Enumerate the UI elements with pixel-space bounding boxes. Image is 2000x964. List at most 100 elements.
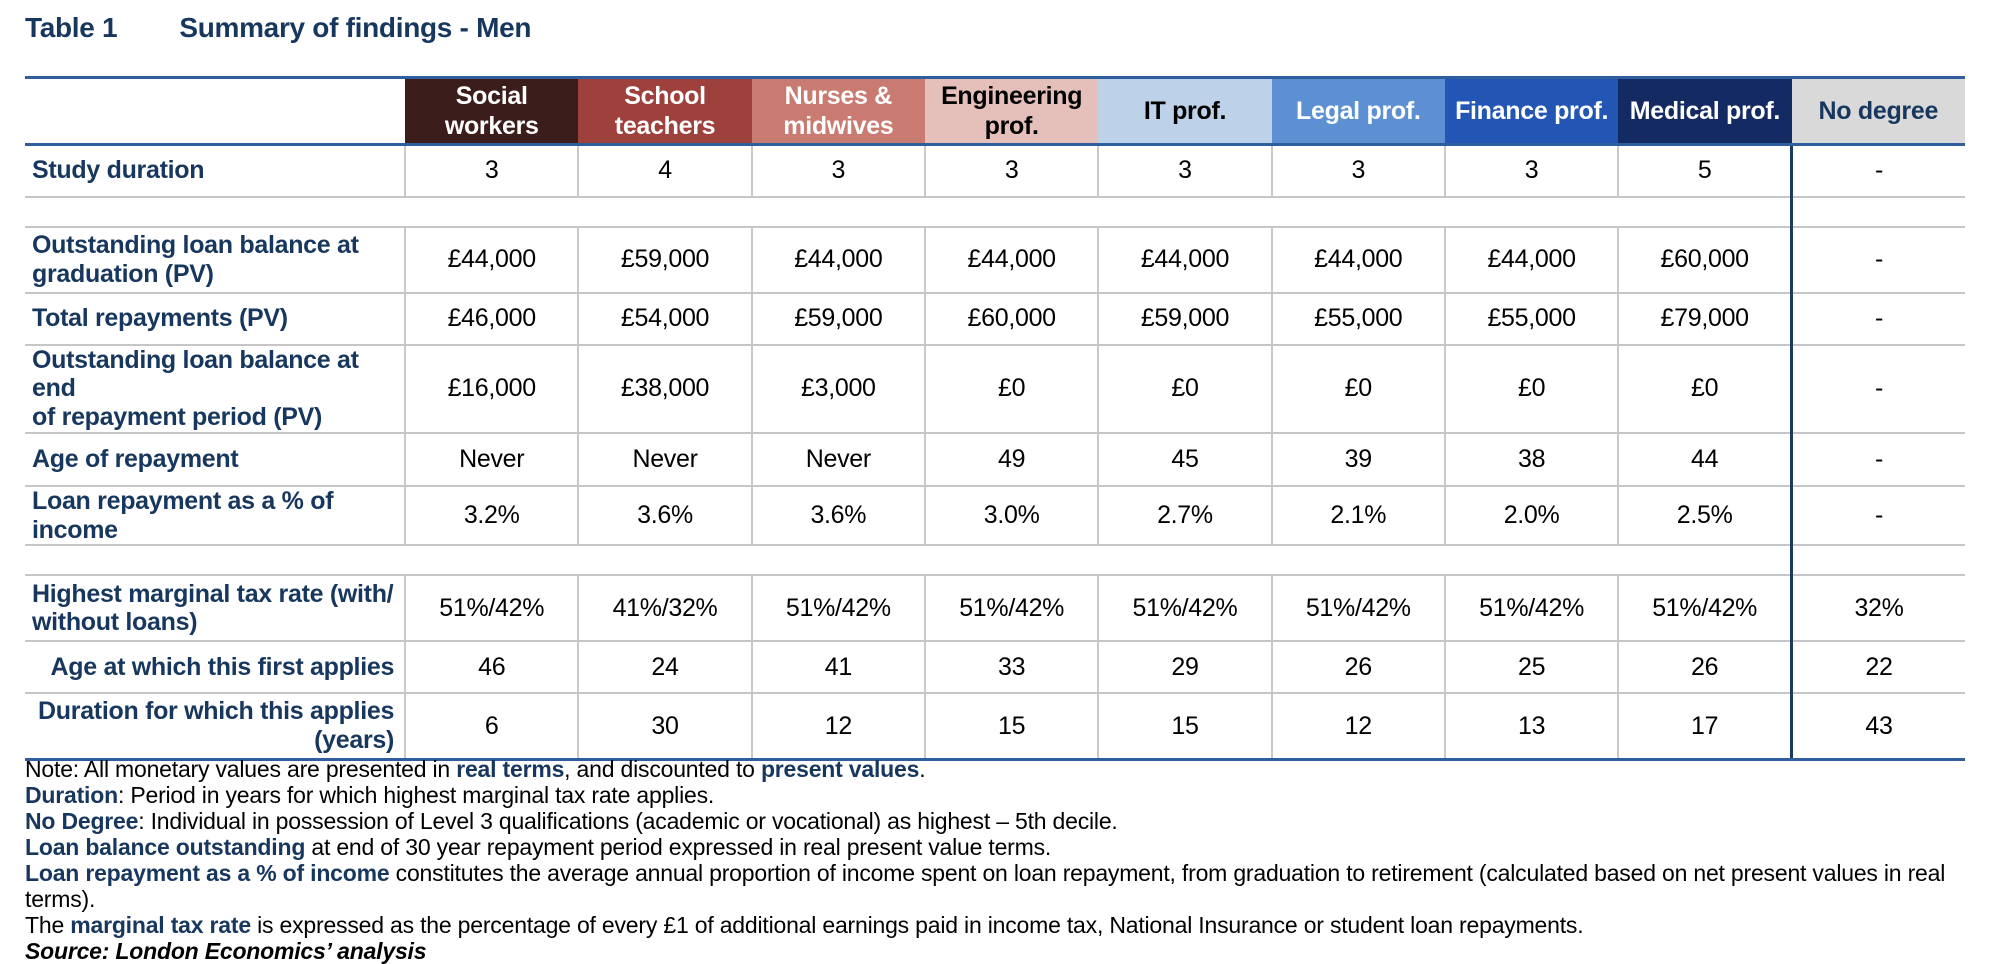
cell: 26 bbox=[1617, 641, 1792, 695]
summary-table: Social workers School teachers Nurses & mi… bbox=[25, 76, 1965, 761]
note-segment: Duration bbox=[25, 782, 118, 808]
row-label: Duration for which this applies (years) bbox=[25, 693, 406, 761]
cell: 41%/32% bbox=[577, 575, 752, 643]
cell: £44,000 bbox=[1270, 226, 1445, 294]
header-corner-cell bbox=[25, 76, 406, 146]
cell: £44,000 bbox=[1097, 226, 1272, 294]
cell: 3.2% bbox=[404, 485, 579, 547]
note-line: Duration: Period in years for which high… bbox=[25, 782, 1955, 808]
cell: 33 bbox=[923, 641, 1099, 695]
column-header: Engineering prof. bbox=[925, 76, 1099, 146]
cell: 51%/42% bbox=[1097, 575, 1272, 643]
cell: 3.6% bbox=[750, 485, 925, 547]
cell: 51%/42% bbox=[923, 575, 1099, 643]
cell: 26 bbox=[1270, 641, 1445, 695]
cell: 22 bbox=[1790, 641, 1965, 695]
cell: 17 bbox=[1617, 693, 1792, 761]
note-segment: Note: All monetary values are presented … bbox=[25, 756, 457, 782]
cell: £44,000 bbox=[1443, 226, 1619, 294]
row-label: Total repayments (PV) bbox=[25, 292, 406, 346]
note-segment: Loan repayment as a % of income bbox=[25, 860, 390, 886]
cell: 29 bbox=[1097, 641, 1272, 695]
table-row: Total repayments (PV) £46,000 £54,000 £59,0… bbox=[25, 292, 1965, 346]
cell: 5 bbox=[1617, 144, 1792, 198]
spacer-cell-no-degree bbox=[1790, 196, 1965, 228]
table-number: Table 1 bbox=[25, 12, 118, 43]
note-segment: Source: London Economics’ analysis bbox=[25, 938, 427, 964]
cell: £60,000 bbox=[1617, 226, 1792, 294]
report-page: Table 1 Summary of findings - Men Social… bbox=[25, 12, 1965, 964]
note-line: Note: All monetary values are presented … bbox=[25, 756, 1955, 782]
table-row: Outstanding loan balance at end of repay… bbox=[25, 344, 1965, 434]
table-subtitle: Summary of findings - Men bbox=[179, 12, 532, 43]
cell: £0 bbox=[1097, 344, 1272, 434]
cell: Never bbox=[404, 432, 579, 487]
row-label: Loan repayment as a % of income bbox=[25, 485, 406, 547]
cell: £44,000 bbox=[404, 226, 579, 294]
cell: 4 bbox=[577, 144, 752, 198]
cell: 44 bbox=[1617, 432, 1792, 487]
spacer-cell bbox=[25, 545, 1792, 577]
cell: 45 bbox=[1097, 432, 1272, 487]
cell: 3.6% bbox=[577, 485, 752, 547]
cell: £0 bbox=[923, 344, 1099, 434]
row-label: Age at which this first applies bbox=[25, 641, 406, 695]
cell: 39 bbox=[1270, 432, 1445, 487]
cell: £54,000 bbox=[577, 292, 752, 346]
cell: 51%/42% bbox=[750, 575, 925, 643]
cell: £59,000 bbox=[750, 292, 925, 346]
cell: - bbox=[1790, 226, 1965, 294]
cell: 24 bbox=[577, 641, 752, 695]
cell: 3 bbox=[923, 144, 1099, 198]
cell: £3,000 bbox=[750, 344, 925, 434]
cell: - bbox=[1790, 144, 1965, 198]
spacer-row bbox=[25, 545, 1965, 577]
table-header: Social workers School teachers Nurses & mi… bbox=[25, 76, 1965, 146]
cell: 2.7% bbox=[1097, 485, 1272, 547]
cell: £59,000 bbox=[577, 226, 752, 294]
cell: 3 bbox=[1443, 144, 1619, 198]
note-line: Loan repayment as a % of income constitu… bbox=[25, 860, 1955, 912]
cell: 46 bbox=[404, 641, 579, 695]
note-segment: present values bbox=[760, 756, 920, 782]
spacer-cell-no-degree bbox=[1790, 545, 1965, 577]
table-title: Table 1 Summary of findings - Men bbox=[25, 12, 531, 44]
cell: £46,000 bbox=[404, 292, 579, 346]
note-segment: Loan balance outstanding bbox=[25, 834, 306, 860]
table-row: Highest marginal tax rate (with/ without… bbox=[25, 575, 1965, 643]
cell: 13 bbox=[1443, 693, 1619, 761]
column-header: Social workers bbox=[405, 76, 579, 146]
cell: 32% bbox=[1790, 575, 1965, 643]
cell: 51%/42% bbox=[1270, 575, 1445, 643]
cell: £0 bbox=[1270, 344, 1445, 434]
column-header: School teachers bbox=[578, 76, 752, 146]
note-segment: : Individual in possession of Level 3 qu… bbox=[138, 808, 1118, 834]
cell: Never bbox=[750, 432, 925, 487]
note-line: The marginal tax rate is expressed as th… bbox=[25, 912, 1955, 938]
cell: 51%/42% bbox=[1617, 575, 1792, 643]
row-label: Highest marginal tax rate (with/ without… bbox=[25, 575, 406, 643]
column-header: Medical prof. bbox=[1618, 76, 1792, 146]
note-segment: at end of 30 year repayment period expre… bbox=[305, 834, 1052, 860]
cell: £44,000 bbox=[750, 226, 925, 294]
column-header: Finance prof. bbox=[1444, 76, 1619, 146]
table-row: Loan repayment as a % of income 3.2% 3.6% 3… bbox=[25, 485, 1965, 547]
row-label: Outstanding loan balance at graduation (… bbox=[25, 226, 406, 294]
table-row: Age at which this first applies 46 24 41 33 2… bbox=[25, 641, 1965, 695]
row-label: Age of repayment bbox=[25, 432, 406, 487]
row-label: Study duration bbox=[25, 144, 406, 198]
cell: £55,000 bbox=[1443, 292, 1619, 346]
spacer-cell bbox=[25, 196, 1792, 228]
cell: - bbox=[1790, 485, 1965, 547]
cell: 6 bbox=[404, 693, 579, 761]
table-body: Study duration 3 4 3 3 3 3 3 5- Outstanding loan … bbox=[25, 144, 1965, 761]
table-row: Study duration 3 4 3 3 3 3 3 5- bbox=[25, 144, 1965, 198]
cell: 3 bbox=[1097, 144, 1272, 198]
cell: 12 bbox=[1270, 693, 1445, 761]
column-header: Nurses & midwives bbox=[751, 76, 925, 146]
column-header: No degree bbox=[1791, 76, 1965, 146]
cell: 3 bbox=[750, 144, 925, 198]
cell: - bbox=[1790, 432, 1965, 487]
note-segment: is expressed as the percentage of every … bbox=[250, 912, 1584, 938]
cell: 38 bbox=[1443, 432, 1619, 487]
